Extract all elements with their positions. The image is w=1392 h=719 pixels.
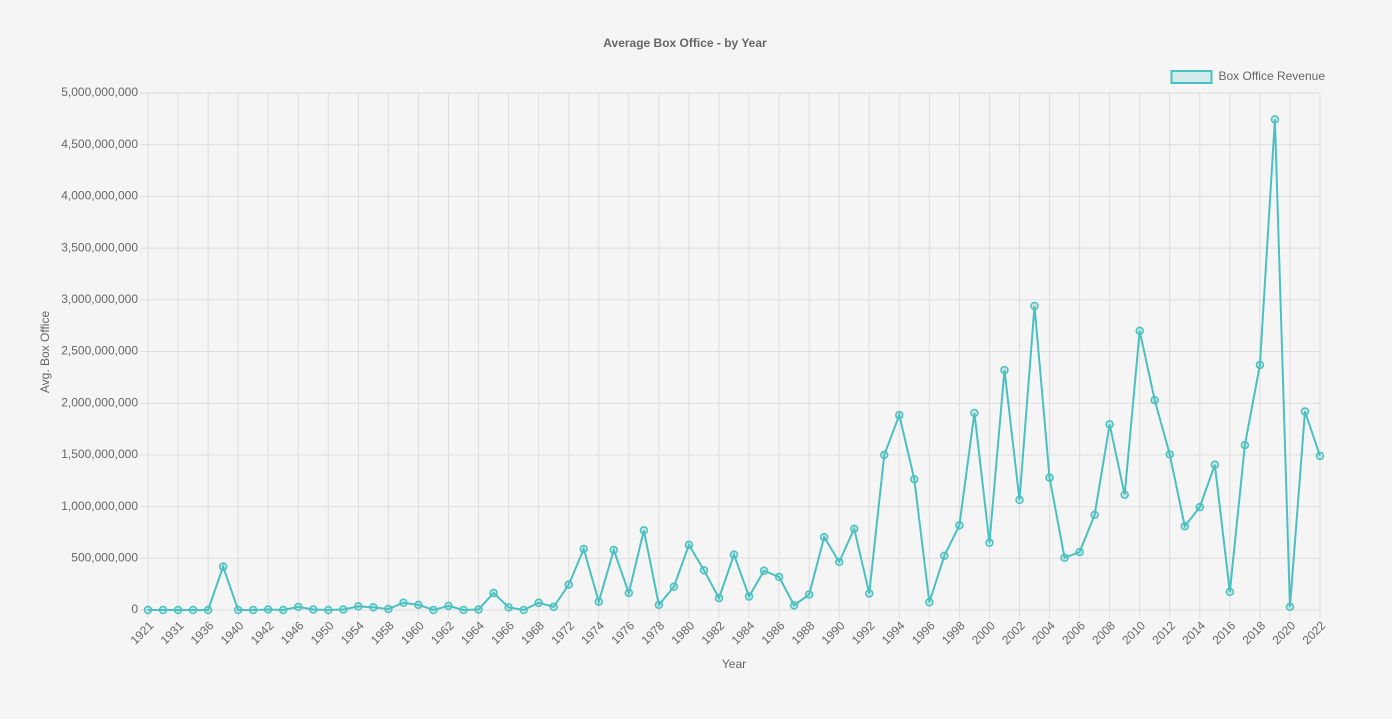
data-point [699, 565, 709, 575]
data-point [1075, 547, 1084, 557]
data-point [1000, 365, 1009, 375]
data-point [654, 600, 664, 610]
data-point [1135, 326, 1144, 336]
data-point [414, 600, 423, 610]
data-point [804, 590, 814, 599]
data-point [143, 605, 153, 615]
data-point [429, 605, 438, 615]
data-point [459, 605, 468, 615]
data-point [880, 450, 889, 460]
data-point [218, 562, 228, 571]
data-point [759, 566, 769, 575]
data-point [489, 588, 498, 598]
data-point [263, 605, 273, 614]
data-point [849, 524, 859, 534]
chart-title: Average Box Office - by Year [603, 36, 767, 50]
y-tick-label: 0 [131, 602, 138, 616]
data-point [339, 605, 348, 614]
data-point [384, 604, 393, 614]
data-point [158, 605, 168, 615]
data-point [444, 601, 453, 611]
data-point [1255, 360, 1265, 370]
data-point [248, 605, 258, 615]
data-point [1165, 450, 1174, 459]
y-tick-label: 3,500,000,000 [61, 240, 138, 254]
data-point [940, 551, 949, 560]
data-point [684, 540, 694, 550]
data-point [834, 557, 844, 567]
data-point [1225, 587, 1235, 597]
y-tick-label: 4,500,000,000 [61, 137, 138, 151]
data-point [369, 603, 378, 612]
data-point [1240, 440, 1250, 450]
data-point [233, 605, 243, 615]
y-tick-label: 1,000,000,000 [61, 499, 138, 513]
data-point [789, 601, 799, 610]
series-line [148, 119, 1321, 612]
y-tick-label: 1,500,000,000 [61, 447, 138, 461]
data-point [1300, 407, 1310, 416]
data-point [354, 602, 363, 611]
data-point [819, 532, 829, 542]
data-point [925, 597, 934, 607]
data-point [519, 605, 528, 615]
data-point [474, 605, 483, 614]
data-point [1150, 395, 1159, 405]
data-point [744, 592, 754, 601]
data-point [1045, 473, 1054, 482]
y-axis-label: Avg. Box Office [38, 311, 52, 394]
data-point [669, 582, 679, 591]
y-tick-label: 2,000,000,000 [61, 395, 138, 409]
data-point [895, 410, 904, 420]
data-point [549, 602, 558, 612]
y-tick-label: 4,000,000,000 [61, 189, 138, 203]
data-point [864, 589, 874, 598]
data-point [1060, 553, 1069, 563]
data-point [609, 545, 619, 555]
data-point [1285, 602, 1295, 612]
y-tick-label: 500,000,000 [71, 550, 138, 564]
data-point [1030, 301, 1039, 311]
data-point [564, 580, 573, 589]
data-point [774, 572, 784, 582]
data-point [624, 588, 634, 598]
legend-swatch [1170, 70, 1213, 84]
data-point [504, 603, 513, 612]
data-point [714, 593, 724, 603]
data-point [1120, 490, 1129, 499]
data-point [1180, 521, 1190, 531]
data-point [955, 520, 964, 530]
data-point [278, 605, 288, 615]
data-point [309, 605, 318, 614]
data-point [1090, 510, 1099, 520]
data-point [639, 526, 649, 535]
data-point [203, 605, 213, 615]
data-point [729, 550, 739, 559]
data-point [1210, 460, 1220, 469]
data-point [579, 544, 588, 554]
y-tick-label: 5,000,000,000 [61, 85, 138, 99]
data-point [188, 605, 198, 615]
data-point [324, 605, 333, 615]
legend-label: Box Office Revenue [1218, 69, 1325, 83]
data-point [985, 538, 994, 548]
data-point [1015, 495, 1024, 505]
data-point [173, 605, 183, 615]
data-point [970, 408, 979, 418]
y-tick-label: 3,000,000,000 [61, 292, 138, 306]
data-point [1315, 451, 1325, 461]
data-point [1195, 502, 1205, 512]
data-point [1105, 420, 1114, 429]
data-point [534, 598, 543, 608]
data-point [910, 474, 919, 484]
data-point [1270, 115, 1280, 124]
data-point [399, 598, 408, 608]
data-point [294, 602, 303, 612]
data-point [594, 597, 604, 606]
y-tick-label: 2,500,000,000 [61, 344, 138, 358]
x-axis-label: Year [722, 657, 746, 671]
